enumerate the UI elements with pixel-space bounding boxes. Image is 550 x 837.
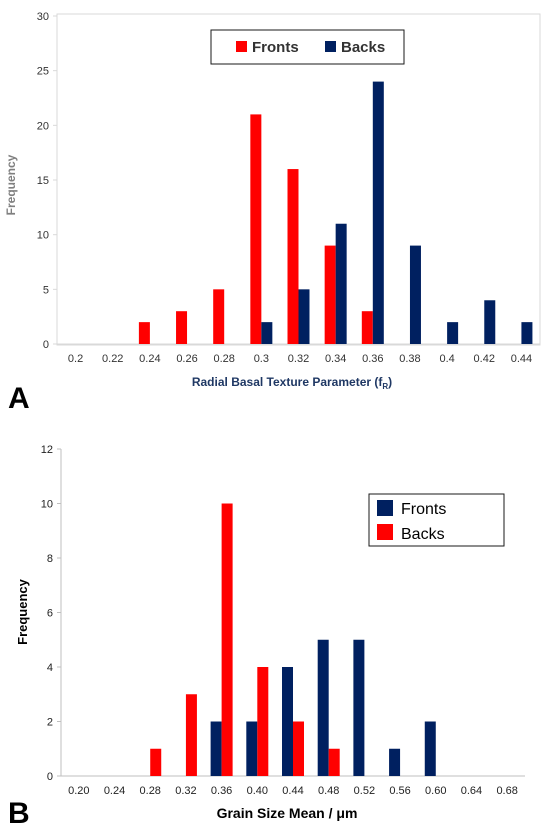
chart-a-x-axis-label: Radial Basal Texture Parameter (fR) — [192, 375, 392, 391]
bar-fronts-0.36 — [361, 311, 373, 344]
chart-a-legend: Fronts Backs — [210, 29, 405, 65]
chart-a: 0 5 10 15 20 25 30 0.2 0.22 0.24 0.26 0.28 0.3 0.32 0.… — [4, 11, 541, 415]
bar-backs-0.38 — [409, 245, 421, 344]
bar-fronts-0.56 — [389, 748, 401, 776]
y-tick-label: 12 — [41, 444, 53, 456]
legend-swatch-fronts — [236, 41, 247, 52]
x-tick-label: 0.24 — [104, 785, 125, 797]
chart-b-y-axis-label: Frequency — [15, 578, 30, 645]
bar-backs-0.4 — [447, 322, 459, 344]
bar-fronts-0.48 — [317, 639, 329, 776]
legend-label-backs: Backs — [341, 39, 385, 56]
x-tick-label: 0.32 — [175, 785, 196, 797]
chart-b-x-axis-label: Grain Size Mean / μm — [217, 805, 358, 821]
x-tick-label: 0.22 — [102, 353, 123, 365]
bar-backs-0.34 — [335, 223, 347, 344]
y-tick-label: 0 — [43, 339, 49, 351]
y-tick-label: 6 — [47, 608, 53, 620]
y-tick-label: 4 — [47, 662, 53, 674]
chart-a-ticks: 0 5 10 15 20 25 30 0.2 0.22 0.24 0.26 0.28 0.3 0.32 0.… — [37, 11, 532, 365]
bar-backs-0.44 — [293, 721, 304, 776]
x-tick-label: 0.34 — [325, 353, 346, 365]
y-tick-label: 8 — [47, 553, 53, 565]
bar-fronts-0.32 — [287, 169, 299, 344]
bar-backs-0.36 — [221, 503, 233, 776]
x-tick-label: 0.36 — [362, 353, 383, 365]
chart-b-ticks: 0 2 4 6 8 10 12 0.20 0.24 0.28 0.32 0.36 0.40 0.44 0.4… — [41, 444, 518, 797]
x-tick-label: 0.28 — [213, 353, 234, 365]
y-tick-label: 25 — [37, 66, 49, 78]
bar-fronts-0.52 — [353, 639, 365, 776]
x-tick-label: 0.64 — [461, 785, 482, 797]
legend-swatch-backs — [377, 524, 393, 540]
x-tick-label: 0.4 — [439, 353, 454, 365]
chart-b: 0 2 4 6 8 10 12 0.20 0.24 0.28 0.32 0.36 0.40 0.44 0.4… — [8, 444, 525, 830]
bar-fronts-0.3 — [250, 114, 262, 345]
y-tick-label: 5 — [43, 284, 49, 296]
bar-fronts-0.34 — [324, 245, 336, 344]
bar-fronts-0.40 — [246, 721, 258, 776]
x-tick-label: 0.24 — [139, 353, 160, 365]
legend-swatch-fronts — [377, 500, 393, 516]
bar-backs-0.32 — [185, 694, 197, 776]
bar-backs-0.48 — [328, 748, 340, 776]
bar-backs-0.28 — [150, 748, 162, 776]
legend-swatch-backs — [325, 41, 336, 52]
x-tick-label: 0.36 — [211, 785, 232, 797]
x-tick-label: 0.32 — [288, 353, 309, 365]
y-tick-label: 15 — [37, 175, 49, 187]
x-tick-label: 0.48 — [318, 785, 339, 797]
legend-label-fronts: Fronts — [401, 501, 446, 518]
y-tick-label: 10 — [37, 230, 49, 242]
bar-backs-0.3 — [261, 322, 273, 344]
x-tick-label: 0.44 — [282, 785, 303, 797]
x-tick-label: 0.60 — [425, 785, 446, 797]
x-tick-label: 0.20 — [68, 785, 89, 797]
legend-label-fronts: Fronts — [252, 39, 299, 56]
chart-a-bars — [138, 81, 533, 345]
x-tick-label: 0.56 — [389, 785, 410, 797]
y-tick-label: 2 — [47, 717, 53, 729]
panel-label-b: B — [8, 797, 30, 830]
y-tick-label: 30 — [37, 11, 49, 23]
y-tick-label: 10 — [41, 499, 53, 511]
bar-backs-0.40 — [257, 667, 269, 776]
x-tick-label: 0.28 — [140, 785, 161, 797]
bar-fronts-0.26 — [176, 311, 188, 344]
bar-backs-0.32 — [298, 289, 310, 344]
bar-fronts-0.44 — [282, 667, 293, 776]
chart-b-legend: Fronts Backs — [368, 493, 505, 547]
chart-a-y-axis-label: Frequency — [4, 154, 18, 215]
x-tick-label: 0.44 — [511, 353, 532, 365]
panel-label-a: A — [8, 382, 30, 415]
x-tick-label: 0.68 — [496, 785, 517, 797]
bar-fronts-0.60 — [424, 721, 436, 776]
x-tick-label: 0.38 — [399, 353, 420, 365]
x-tick-label: 0.2 — [68, 353, 83, 365]
x-tick-label: 0.26 — [176, 353, 197, 365]
x-tick-label: 0.3 — [254, 353, 269, 365]
bar-fronts-0.28 — [213, 289, 225, 344]
y-tick-label: 20 — [37, 120, 49, 132]
chart-b-bars — [150, 503, 436, 776]
chart-a-legend-box — [210, 29, 405, 65]
bar-backs-0.42 — [484, 300, 496, 344]
y-tick-label: 0 — [47, 771, 53, 783]
legend-label-backs: Backs — [401, 526, 445, 543]
x-tick-label: 0.42 — [474, 353, 495, 365]
x-tick-label: 0.40 — [247, 785, 268, 797]
bar-fronts-0.36 — [210, 721, 222, 776]
bar-fronts-0.24 — [138, 322, 150, 344]
bar-backs-0.44 — [521, 322, 533, 344]
x-tick-label: 0.52 — [354, 785, 375, 797]
bar-backs-0.36 — [372, 81, 384, 344]
